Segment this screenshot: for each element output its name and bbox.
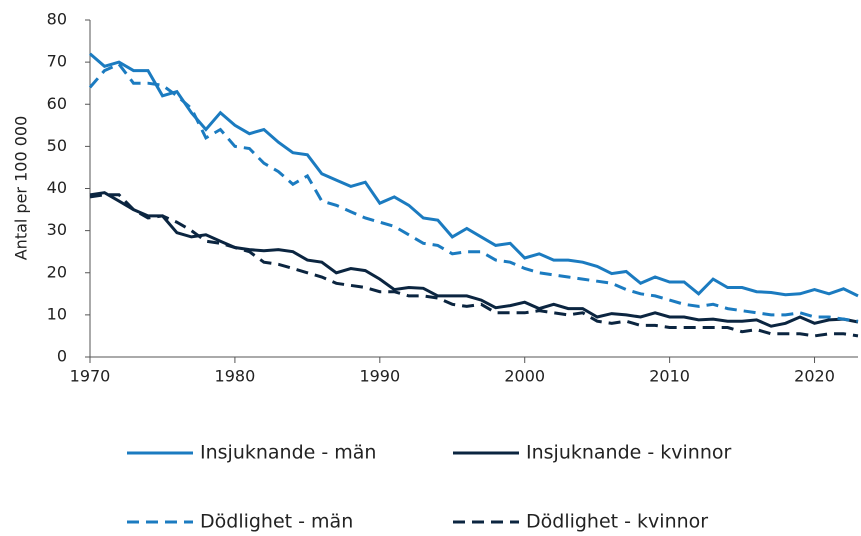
y-tick-label: 70 [47,52,67,71]
series-line [89,193,859,338]
x-tick-label: 1980 [215,367,256,386]
legend-label: Insjuknande - kvinnor [526,442,732,464]
y-axis-label: Antal per 100 000 [12,116,31,261]
y-tick-label: 0 [57,347,67,366]
legend-label: Dödlighet - män [200,511,353,533]
y-tick-label: 40 [47,178,67,197]
x-tick-label: 1990 [359,367,400,386]
x-tick-label: 1970 [70,367,111,386]
x-tick-label: 2020 [794,367,835,386]
series-line [88,62,859,323]
y-tick-label: 80 [47,10,67,29]
legend-label: Dödlighet - kvinnor [526,511,708,533]
y-tick-label: 10 [47,304,67,323]
y-tick-label: 50 [47,136,67,155]
x-tick-label: 2010 [649,367,690,386]
y-tick-label: 30 [47,220,67,239]
y-tick-label: 20 [47,262,67,281]
legend-label: Insjuknande - män [200,442,376,464]
series-line [89,52,859,298]
series-line [89,191,859,328]
y-tick-label: 60 [47,94,67,113]
legend: Insjuknande - män Insjuknande - kvinnor Dö… [127,442,732,533]
x-tick-label: 2000 [504,367,545,386]
